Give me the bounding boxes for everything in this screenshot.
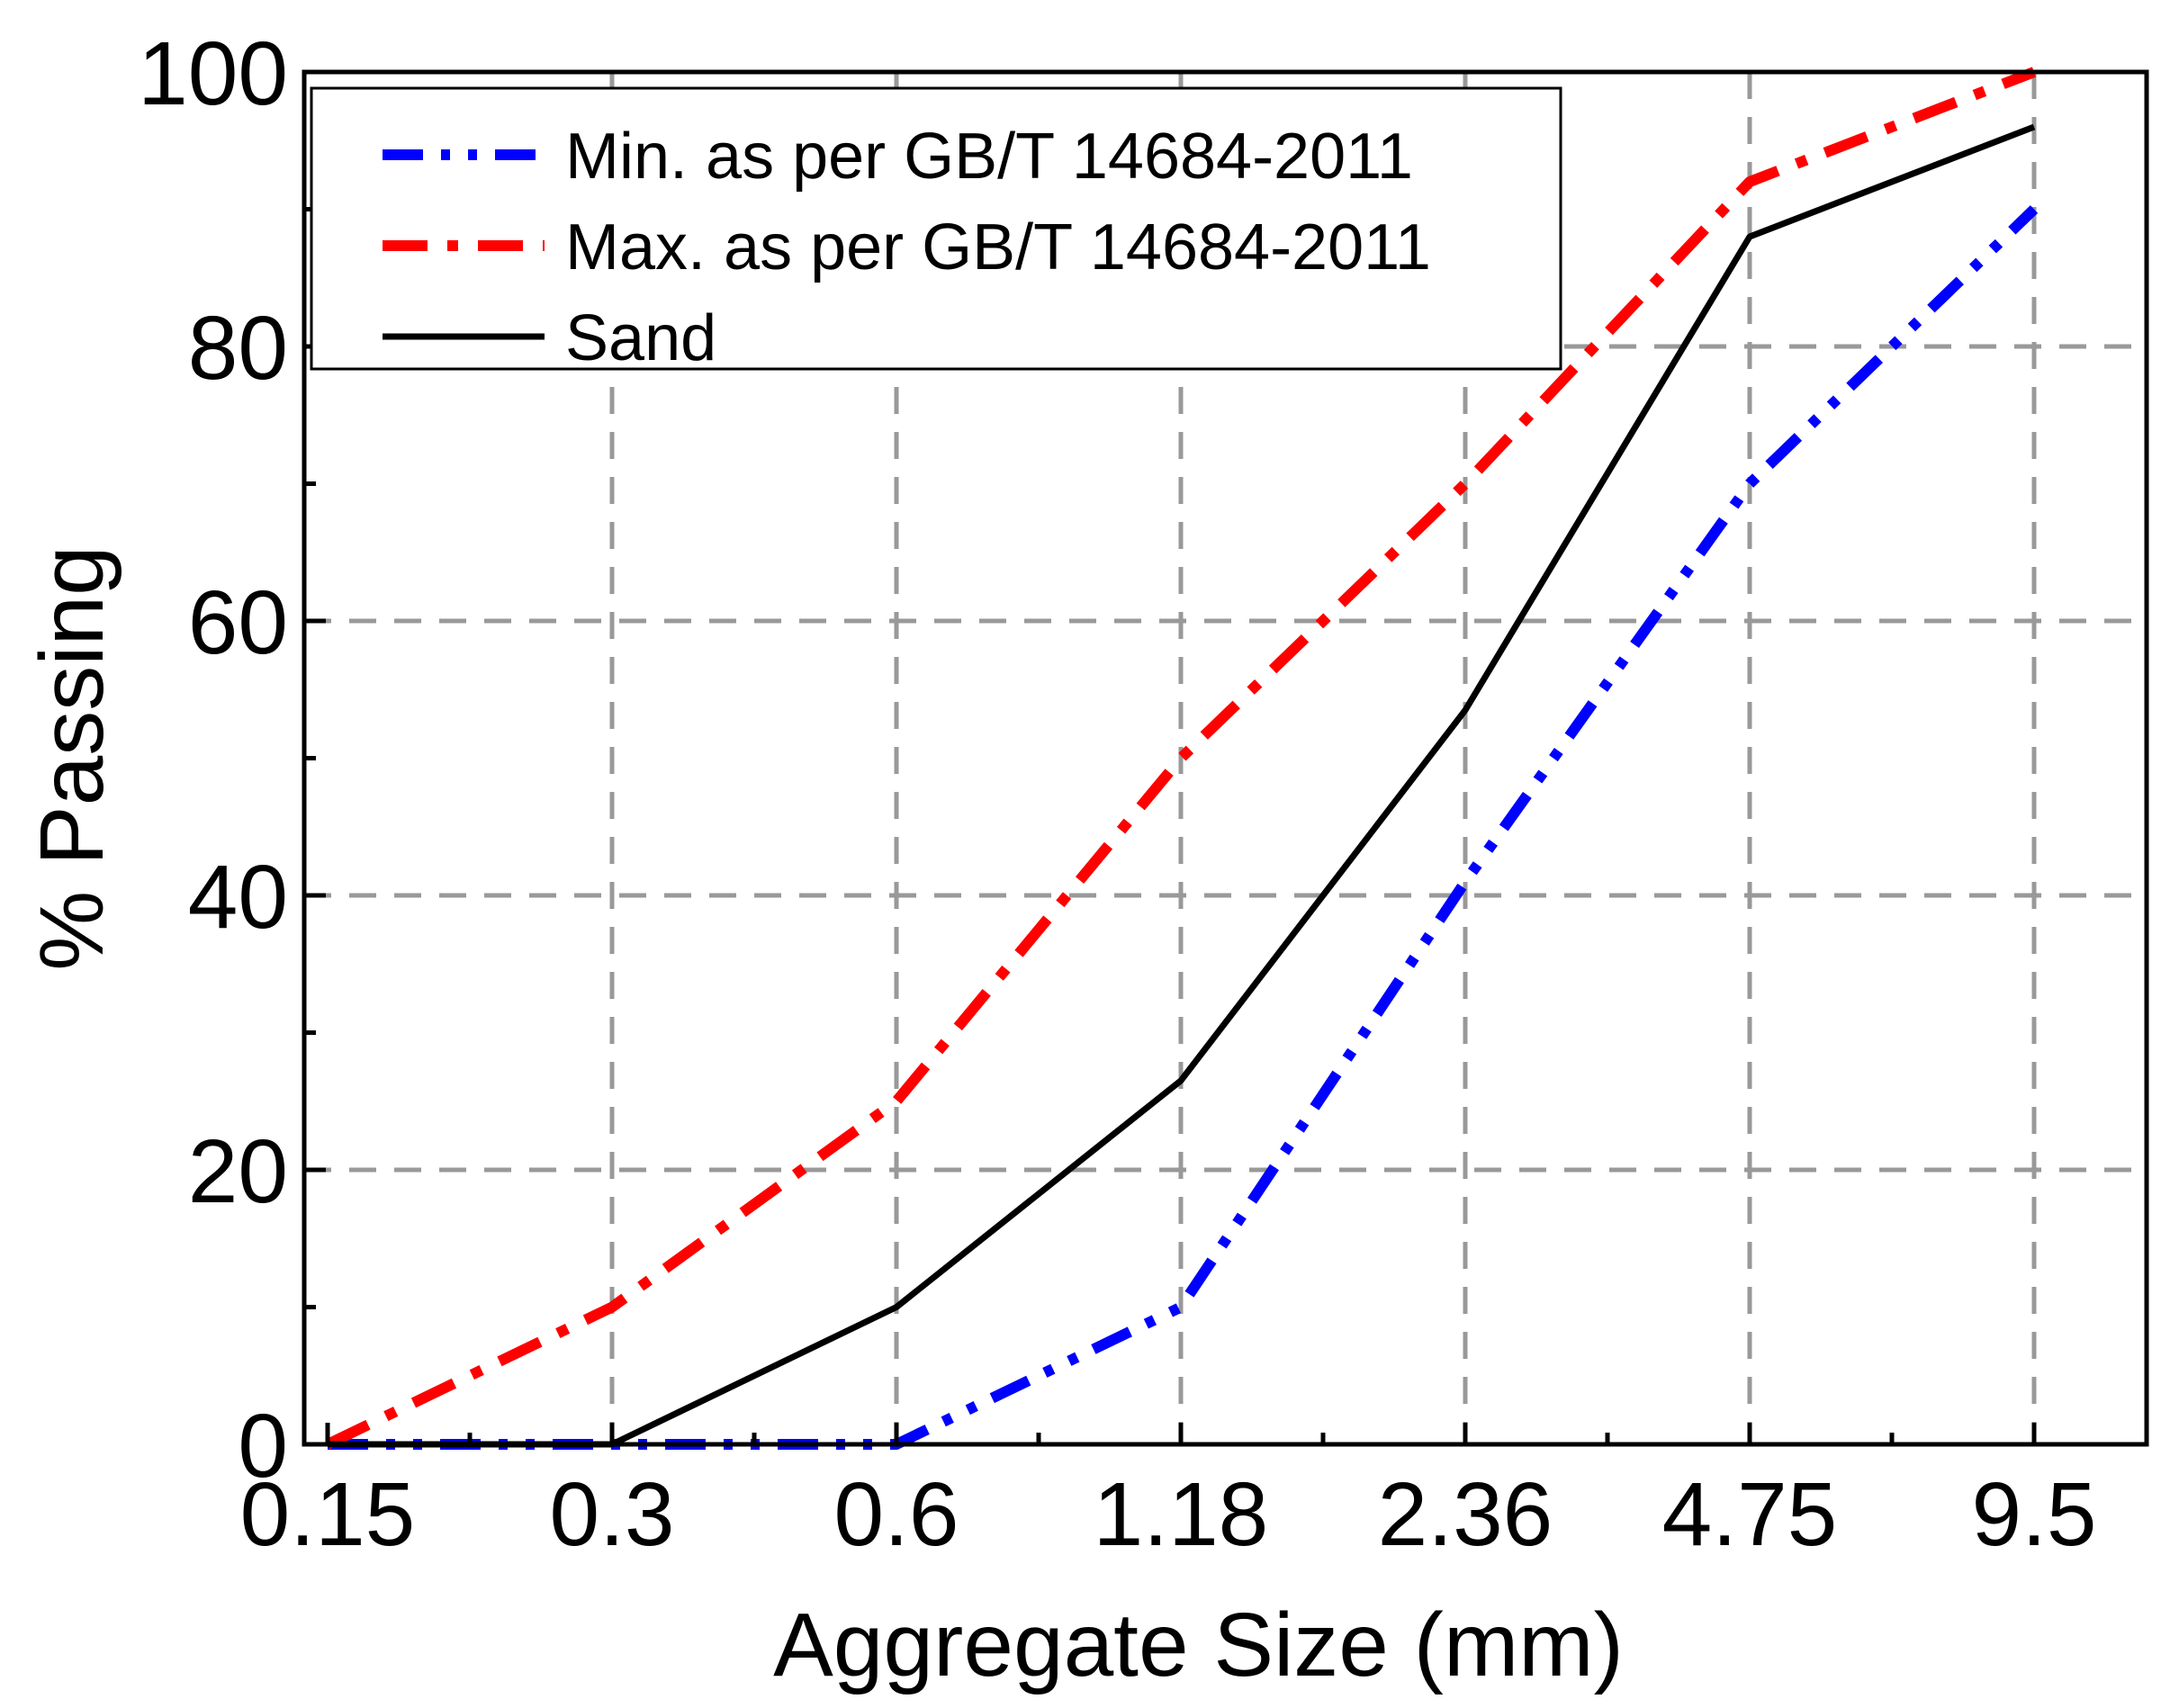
y-tick-label: 60 xyxy=(188,572,288,673)
x-tick-label: 4.75 xyxy=(1662,1464,1838,1565)
x-tick-label: 0.3 xyxy=(549,1464,674,1565)
tick-labels: 0.15 0.3 0.6 1.18 2.36 4.75 9.5 0 20 40 60 80 100 xyxy=(138,23,2096,1565)
x-tick-label: 9.5 xyxy=(1971,1464,2096,1565)
legend-box xyxy=(310,86,1562,371)
y-tick-label: 20 xyxy=(188,1121,288,1222)
series-line-dash-dot xyxy=(325,67,2037,1450)
x-tick-label: 2.36 xyxy=(1378,1464,1553,1565)
legend-label: Max. as per GB/T 14684-2011 xyxy=(565,211,1431,283)
y-axis-title: % Passing xyxy=(22,545,122,970)
legend-label: Sand xyxy=(565,302,716,374)
legend: Min. as per GB/T 14684-2011 Max. as per G… xyxy=(310,86,1562,374)
legend-label: Min. as per GB/T 14684-2011 xyxy=(565,121,1413,193)
x-tick-label: 0.15 xyxy=(240,1464,416,1565)
x-axis-title: Aggregate Size (mm) xyxy=(773,1595,1624,1695)
y-tick-label: 100 xyxy=(138,23,288,124)
y-tick-label: 80 xyxy=(188,298,288,399)
y-tick-label: 40 xyxy=(188,847,288,948)
x-tick-label: 1.18 xyxy=(1094,1464,1269,1565)
y-tick-label: 0 xyxy=(238,1396,288,1497)
x-tick-label: 0.6 xyxy=(833,1464,959,1565)
